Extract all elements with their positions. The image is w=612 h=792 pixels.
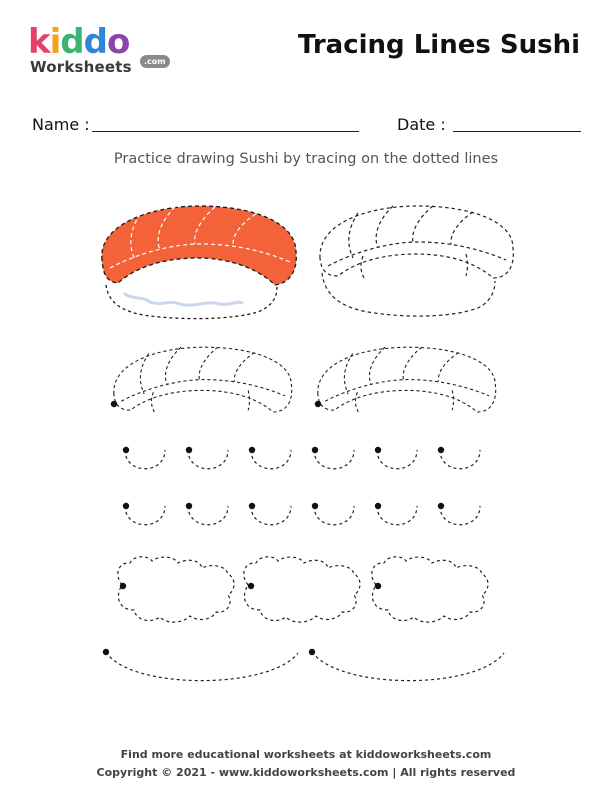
salmon-stripes [109, 206, 291, 269]
logo-letter: d [60, 22, 84, 62]
footer-copyright: Copyright © 2021 - www.kiddoworksheets.c… [96, 766, 516, 779]
rice-highlight [123, 292, 244, 307]
dotted-sushi[interactable] [319, 205, 514, 317]
logo-letter: d [83, 22, 108, 62]
date-field[interactable] [453, 131, 581, 132]
page-title: Tracing Lines Sushi [297, 30, 580, 60]
salmon-topping [101, 205, 297, 286]
name-field[interactable] [92, 131, 359, 132]
arc-start-dots [122, 446, 445, 510]
instruction-text: Practice drawing Sushi by tracing on the… [113, 151, 499, 167]
topping-outlines[interactable] [113, 346, 497, 413]
logo-letter: i [49, 22, 62, 62]
logo-letter: k [28, 22, 51, 62]
arc-tracing-rows[interactable] [124, 449, 481, 526]
rice-base [105, 284, 278, 320]
start-dot [314, 400, 322, 408]
start-dot [110, 400, 118, 408]
logo-subtitle: Worksheets [30, 58, 132, 76]
logo-wordmark: kiddo [28, 22, 130, 62]
footer-promo: Find more educational worksheets at kidd… [120, 748, 492, 761]
long-curve-lines[interactable] [105, 651, 505, 682]
logo-domain-badge: .com [140, 55, 170, 68]
curve-start-dots [102, 648, 316, 656]
cloud-start-dots [119, 582, 382, 590]
date-label: Date : [397, 115, 446, 134]
logo-letter: o [106, 22, 130, 62]
name-label: Name : [32, 115, 90, 134]
colored-sushi-example [101, 205, 297, 320]
rice-cloud-outlines[interactable] [117, 556, 489, 623]
kiddo-worksheets-logo: kiddo Worksheets .com [28, 22, 178, 84]
